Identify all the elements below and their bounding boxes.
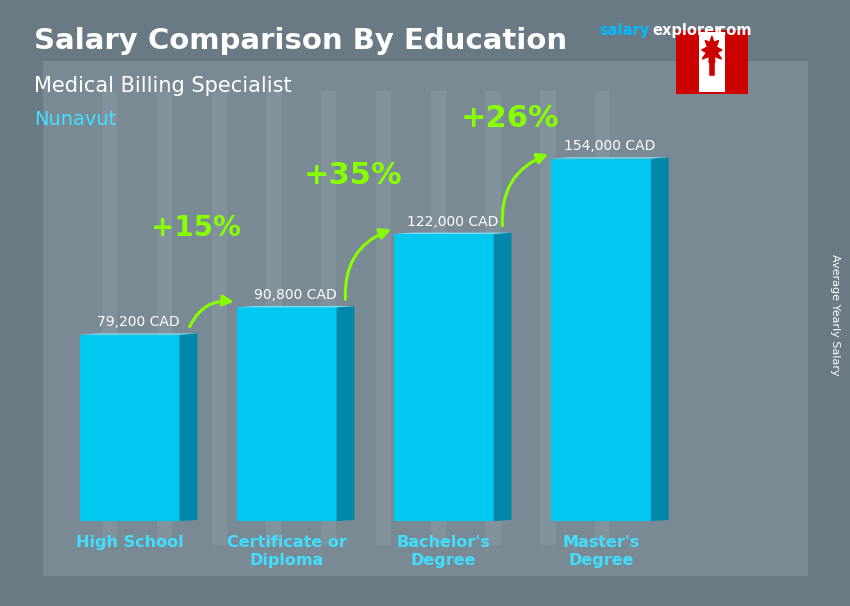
Polygon shape [80, 335, 179, 521]
Polygon shape [651, 158, 669, 521]
Polygon shape [394, 234, 494, 521]
Text: 154,000 CAD: 154,000 CAD [564, 139, 655, 153]
Text: explorer: explorer [653, 23, 722, 38]
Bar [42, 61, 807, 576]
Text: Nunavut: Nunavut [34, 110, 116, 129]
Bar [699, 32, 725, 92]
Text: Master's
Degree: Master's Degree [562, 535, 639, 568]
Text: Bachelor's
Degree: Bachelor's Degree [397, 535, 490, 568]
Text: Certificate or
Diploma: Certificate or Diploma [227, 535, 347, 568]
Bar [595, 91, 610, 545]
Polygon shape [551, 158, 669, 159]
Bar [541, 91, 556, 545]
Text: 79,200 CAD: 79,200 CAD [97, 315, 180, 329]
Text: +15%: +15% [150, 213, 241, 242]
Polygon shape [179, 333, 197, 521]
Text: Salary Comparison By Education: Salary Comparison By Education [34, 27, 567, 55]
Polygon shape [702, 36, 722, 63]
Text: .com: .com [712, 23, 751, 38]
Bar [431, 91, 446, 545]
Bar [266, 91, 281, 545]
Bar [156, 91, 172, 545]
Text: Medical Billing Specialist: Medical Billing Specialist [34, 76, 292, 96]
Bar [321, 91, 337, 545]
Bar [677, 32, 699, 92]
Polygon shape [551, 159, 651, 521]
Polygon shape [494, 233, 512, 521]
Polygon shape [236, 306, 354, 307]
Bar [485, 91, 501, 545]
Text: 122,000 CAD: 122,000 CAD [407, 215, 498, 228]
Polygon shape [337, 306, 354, 521]
Text: salary: salary [599, 23, 649, 38]
Text: Average Yearly Salary: Average Yearly Salary [830, 255, 840, 376]
Bar [725, 32, 747, 92]
Polygon shape [236, 307, 337, 521]
Bar [376, 91, 391, 545]
Bar [212, 91, 227, 545]
Bar [102, 91, 117, 545]
Polygon shape [80, 333, 197, 335]
Text: High School: High School [76, 535, 184, 550]
Polygon shape [394, 233, 512, 234]
Text: +35%: +35% [303, 161, 402, 190]
Text: 90,800 CAD: 90,800 CAD [254, 288, 337, 302]
Text: +26%: +26% [461, 104, 559, 133]
